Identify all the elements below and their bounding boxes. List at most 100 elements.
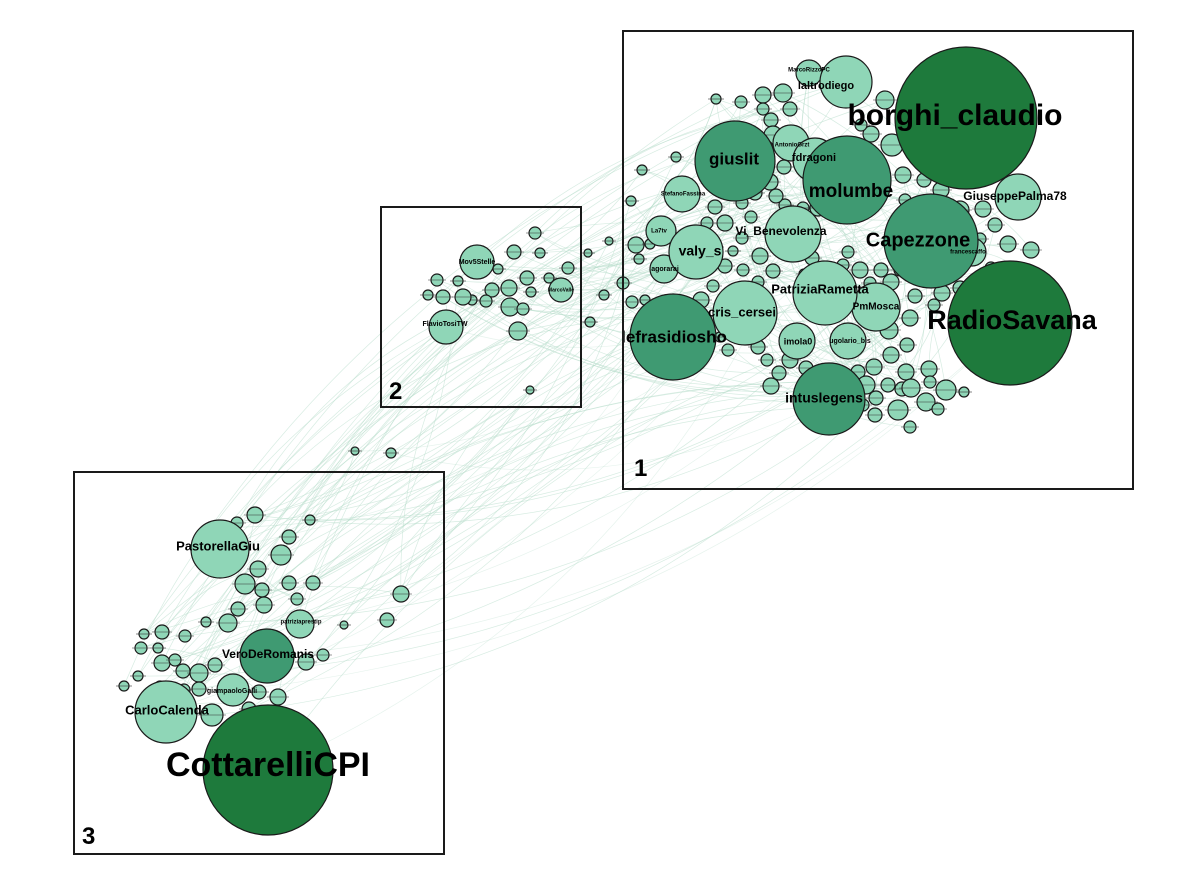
cluster-1-box	[622, 30, 1134, 490]
node-laltrodiego	[819, 55, 873, 109]
node-label-PatriziaRametta: PatriziaRametta	[771, 281, 869, 296]
node-VeroDeRomanis	[239, 628, 295, 684]
minor-node	[860, 125, 882, 143]
minor-node	[268, 544, 294, 566]
node-giuslit	[694, 120, 776, 202]
minor-node	[705, 199, 725, 215]
minor-node	[541, 272, 557, 284]
minor-node	[780, 101, 800, 117]
edge	[457, 280, 965, 400]
cluster-2: 2	[380, 206, 582, 408]
minor-node	[152, 624, 172, 640]
edge	[261, 193, 683, 591]
edge	[232, 322, 1011, 691]
edge	[198, 306, 511, 674]
node-label-AntonioGrzt: AntonioGrzt	[775, 143, 810, 149]
minor-node	[863, 358, 885, 376]
minor-node	[849, 261, 871, 279]
minor-node	[1020, 241, 1042, 259]
minor-node	[742, 210, 760, 224]
minor-node	[383, 447, 399, 459]
node-borghi_claudio	[894, 46, 1038, 190]
minor-node	[732, 95, 750, 109]
node-label-MarcoValle: MarcoValle	[548, 287, 574, 293]
edge	[140, 389, 531, 649]
node-CarloCalenda	[134, 680, 198, 744]
minor-node	[288, 592, 306, 606]
minor-node	[517, 270, 537, 286]
minor-node	[267, 688, 289, 706]
minor-node	[450, 275, 466, 287]
minor-node	[150, 642, 166, 654]
minor-node	[734, 263, 752, 277]
minor-node	[253, 596, 275, 614]
node-label-agorarai: agorarai	[651, 266, 679, 273]
edge	[143, 380, 843, 635]
minor-node	[865, 407, 885, 423]
node-label-GiuseppePalma78: GiuseppePalma78	[963, 189, 1067, 203]
cluster-3-box	[73, 471, 445, 855]
node-label-molumbe: molumbe	[809, 181, 893, 202]
minor-node	[733, 231, 751, 245]
edge	[236, 336, 674, 524]
node-intuslegens	[792, 362, 866, 436]
edge	[296, 246, 717, 600]
minor-node	[871, 262, 891, 278]
edge	[400, 251, 515, 595]
minor-node	[602, 236, 616, 246]
edge	[940, 189, 1032, 251]
minor-node	[623, 295, 641, 309]
edge	[277, 280, 459, 698]
node-StefanoFassina	[663, 175, 701, 213]
minor-node	[198, 616, 214, 628]
minor-node	[899, 378, 923, 398]
node-label-fdragoni: fdragoni	[792, 152, 836, 164]
node-cris_cersei	[712, 280, 778, 346]
minor-node	[892, 166, 914, 184]
minor-node	[130, 670, 146, 682]
minor-node	[749, 247, 771, 265]
node-label-lefrasidiosho: lefrasidiosho	[621, 327, 727, 346]
edge	[267, 304, 935, 771]
minor-node	[985, 217, 1005, 233]
minor-node	[918, 360, 940, 378]
major-node-layer	[134, 46, 1073, 836]
minor-node	[752, 86, 774, 104]
minor-node	[929, 402, 947, 416]
node-label-giuslit: giuslit	[709, 149, 759, 168]
minor-node	[714, 214, 736, 232]
node-label-StefanoFassina: StefanoFassina	[661, 192, 706, 198]
minor-node	[477, 294, 495, 308]
minor-node	[279, 575, 299, 591]
minor-node	[668, 151, 684, 163]
node-GiuseppePalma78	[994, 173, 1042, 221]
edge	[137, 285, 714, 677]
minor-node	[166, 653, 184, 667]
node-patriziaprestip	[285, 609, 315, 639]
minor-node	[506, 321, 530, 341]
edge	[123, 326, 447, 687]
edge	[232, 252, 541, 691]
minor-node	[176, 629, 194, 643]
minor-node	[972, 200, 994, 218]
edge	[400, 321, 591, 595]
minor-node	[905, 288, 925, 304]
minor-node	[631, 253, 647, 265]
minor-node	[933, 379, 959, 401]
edge	[436, 279, 759, 311]
node-lefrasidiosho	[629, 293, 717, 381]
node-CottarelliCPI	[202, 704, 334, 836]
minor-node	[885, 399, 911, 421]
edge	[741, 237, 859, 373]
node-Capezzone	[883, 193, 979, 289]
minor-node	[295, 653, 317, 671]
node-FlavioTosiTW	[428, 309, 464, 345]
edge	[205, 299, 702, 623]
minor-node	[532, 247, 548, 259]
node-label-giampaoloGalli: giampaoloGalli	[207, 688, 257, 695]
minor-node	[482, 282, 502, 298]
minor-node	[878, 133, 906, 157]
edge	[143, 586, 402, 635]
minor-node	[279, 529, 299, 545]
edge	[309, 243, 651, 521]
